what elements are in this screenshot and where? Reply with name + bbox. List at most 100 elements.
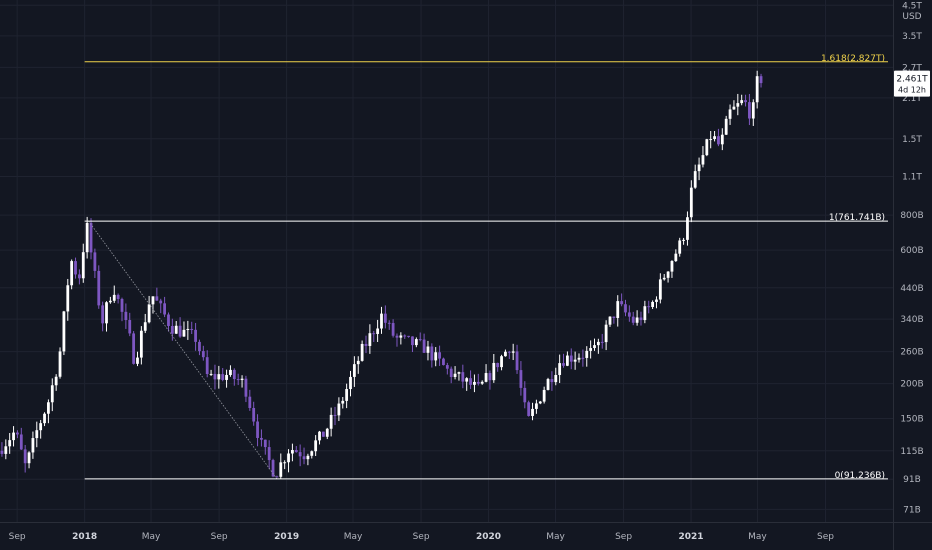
y-tick-label: 150B (900, 415, 923, 425)
y-tick-label: 4.5T (902, 1, 922, 11)
candle-body (97, 270, 101, 306)
x-tick-label: Sep (9, 532, 26, 542)
x-tick-label: 2020 (476, 532, 501, 542)
candle-body (93, 252, 97, 271)
candle-body (120, 298, 124, 312)
candle-body (635, 317, 639, 323)
candle-body (356, 360, 360, 365)
candle-body (263, 439, 267, 448)
candle-body (554, 374, 558, 383)
candle-body (151, 296, 155, 305)
candle-body (186, 328, 190, 330)
candle-body (213, 373, 217, 380)
candle-body (748, 102, 751, 119)
candle-body (31, 438, 35, 453)
candle-body (542, 389, 546, 402)
candle-body (430, 346, 434, 361)
candle-body (686, 217, 689, 240)
candle-body (600, 341, 604, 343)
candle-body (426, 346, 430, 353)
candle-body (209, 373, 213, 375)
candle-body (81, 252, 85, 279)
candle-body (0, 450, 4, 454)
candle-body (229, 369, 232, 375)
candle-body (670, 261, 674, 272)
candle-body (527, 402, 531, 416)
candle-body (77, 274, 81, 279)
x-tick-label: 2019 (274, 532, 299, 542)
candle-body (558, 363, 562, 375)
candle-body (608, 316, 612, 325)
candle-body (492, 362, 496, 381)
candle-body (689, 187, 693, 218)
candle-body (473, 381, 476, 385)
candle-body (19, 434, 23, 450)
candle-body (697, 164, 701, 172)
candle-body (275, 476, 279, 478)
fib-level-label: 1(761.741B) (829, 213, 885, 223)
candle-body (732, 106, 736, 110)
x-tick-label: 2018 (72, 532, 97, 542)
x-tick-label: 2021 (679, 532, 704, 542)
candle-body (535, 403, 538, 409)
candle-body (596, 341, 600, 346)
candle-body (546, 379, 550, 390)
candle-body (298, 452, 302, 457)
candle-body (604, 324, 608, 343)
candle-body (515, 351, 519, 371)
candle-body (658, 279, 662, 300)
candle-body (496, 362, 500, 368)
candle-body (500, 356, 503, 368)
candle-body (647, 306, 651, 308)
candle-body (585, 350, 589, 358)
candle-body (27, 452, 31, 464)
candle-body (550, 379, 554, 383)
candle-body (66, 285, 70, 312)
candle-body (302, 456, 306, 460)
candle-body (35, 430, 39, 439)
candle-body (349, 376, 352, 390)
candle-body (531, 408, 534, 416)
candle-body (476, 381, 480, 384)
y-tick-label: 440B (900, 284, 923, 294)
x-tick-label: May (748, 532, 767, 542)
candle-body (589, 348, 593, 351)
candle-body (465, 378, 469, 382)
candle-body (248, 396, 252, 408)
candle-body (573, 359, 577, 362)
candle-body (283, 462, 287, 464)
candle-body (279, 462, 283, 477)
y-tick-label: 1.5T (902, 135, 922, 145)
candle-body (74, 261, 77, 275)
candle-body (198, 341, 201, 352)
candle-body (143, 322, 147, 331)
candle-body (54, 376, 58, 386)
candle-body (504, 351, 507, 357)
candle-body (565, 355, 569, 366)
candle-body (174, 325, 178, 334)
candle-body (271, 460, 275, 477)
candle-body (434, 352, 438, 361)
candle-body (457, 372, 461, 374)
candle-body (411, 336, 414, 346)
candle-body (112, 294, 116, 301)
candle-body (167, 314, 170, 326)
candle-body (147, 304, 151, 323)
x-tick-label: Sep (211, 532, 228, 542)
candle-body (519, 370, 523, 388)
candle-body (310, 451, 314, 456)
candle-body (190, 328, 194, 330)
candle-body (713, 136, 716, 140)
candle-body (376, 328, 380, 334)
candle-body (395, 335, 399, 338)
candle-body (58, 351, 62, 377)
candle-body (124, 311, 128, 321)
candle-body (480, 381, 484, 384)
candle-body (755, 76, 759, 103)
candle-body (639, 317, 643, 321)
price-label-value: 2.461T (896, 75, 928, 85)
candle-body (314, 440, 318, 452)
candle-body (387, 322, 391, 324)
candle-body (383, 313, 387, 323)
